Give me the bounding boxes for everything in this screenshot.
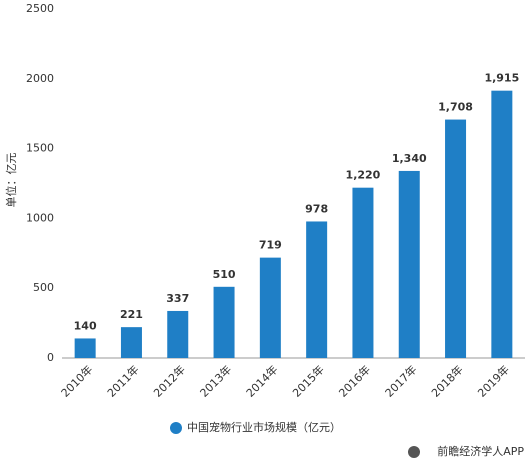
value-label: 337 bbox=[166, 292, 189, 305]
bar bbox=[213, 286, 235, 358]
source-icon bbox=[408, 446, 420, 458]
value-label: 1,915 bbox=[484, 72, 519, 85]
value-label: 221 bbox=[120, 308, 143, 321]
value-label: 140 bbox=[74, 319, 97, 332]
x-tick-label: 2017年 bbox=[382, 362, 419, 399]
value-label: 1,708 bbox=[438, 101, 473, 114]
bar bbox=[259, 257, 281, 358]
x-tick-label: 2014年 bbox=[243, 362, 280, 399]
x-tick-label: 2016年 bbox=[336, 362, 373, 399]
y-tick-label: 1000 bbox=[26, 211, 54, 224]
x-tick-label: 2012年 bbox=[151, 362, 188, 399]
bar bbox=[74, 338, 96, 358]
x-tick-label: 2015年 bbox=[289, 362, 326, 399]
y-tick-label: 2000 bbox=[26, 72, 54, 85]
y-axis-label: 单位：亿元 bbox=[4, 153, 18, 208]
source: 前瞻经济学人APP bbox=[437, 444, 524, 458]
bar bbox=[167, 310, 189, 358]
x-tick-label: 2019年 bbox=[475, 362, 512, 399]
bar bbox=[306, 221, 328, 358]
value-label: 1,220 bbox=[346, 169, 381, 182]
y-tick-label: 1500 bbox=[26, 142, 54, 155]
value-label: 719 bbox=[259, 239, 282, 252]
x-tick-label: 2013年 bbox=[197, 362, 234, 399]
y-tick-label: 500 bbox=[33, 281, 54, 294]
value-label: 978 bbox=[305, 202, 328, 215]
bar bbox=[491, 90, 513, 358]
x-tick-label: 2011年 bbox=[104, 362, 141, 399]
bar bbox=[120, 327, 142, 358]
value-label: 1,340 bbox=[392, 152, 427, 165]
x-tick-label: 2010年 bbox=[58, 362, 95, 399]
legend-marker bbox=[170, 422, 182, 434]
value-label: 510 bbox=[213, 268, 236, 281]
bar bbox=[445, 119, 467, 358]
legend-label: 中国宠物行业市场规模（亿元） bbox=[187, 420, 341, 434]
bar bbox=[398, 170, 420, 358]
y-tick-label: 2500 bbox=[26, 2, 54, 15]
x-tick-label: 2018年 bbox=[428, 362, 465, 399]
y-tick-label: 0 bbox=[47, 351, 54, 364]
bar bbox=[352, 187, 374, 358]
